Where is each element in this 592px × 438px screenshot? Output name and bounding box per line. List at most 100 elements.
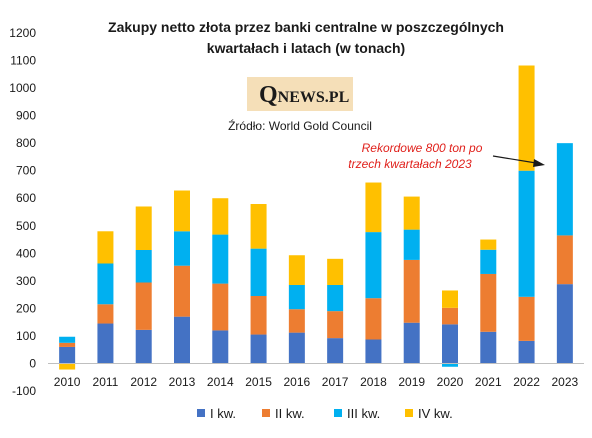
x-tick-label: 2014 [207,375,234,389]
annotation-line-1: Rekordowe 800 ton po [362,141,483,155]
bar-segment-2018-q4 [365,182,382,233]
bar-segment-2011-q4 [97,231,114,264]
y-tick-label: 200 [16,301,36,315]
bar-segment-2012-q2 [135,282,152,330]
bar-segment-2014-q4 [212,198,229,235]
bar-segment-2010-q4 [59,363,76,370]
logo-rest: NEWS.PL [278,89,350,106]
x-tick-label: 2017 [322,375,349,389]
x-tick-label: 2018 [360,375,387,389]
y-tick-label: 800 [16,136,36,150]
bar-segment-2019-q1 [403,322,420,364]
bar-segment-2010-q2 [59,342,76,347]
y-tick-label: 1000 [9,81,36,95]
legend-label: II kw. [275,406,305,421]
y-tick-label: 900 [16,109,36,123]
legend-swatch [334,409,342,417]
x-tick-label: 2012 [130,375,157,389]
y-axis: -100 0 100 200 300 400 500 600 700 800 900 1000 1100… [9,26,36,398]
bar-segment-2022-q4 [518,65,535,171]
bar-segment-2016-q1 [288,332,305,364]
bar-segment-2021-q4 [480,239,497,250]
bar-segment-2022-q3 [518,170,535,297]
x-tick-label: 2011 [93,375,119,389]
y-tick-label: 1100 [10,54,36,68]
logo-initial: Q [259,82,278,108]
bar-segment-2016-q3 [288,284,305,310]
bar-segment-2021-q3 [480,249,497,274]
bar-segment-2023-q1 [556,284,573,364]
x-tick-label: 2016 [284,375,311,389]
bar-segment-2015-q3 [250,248,267,296]
y-tick-label: 100 [16,329,36,343]
bar-segment-2021-q2 [480,273,497,332]
y-tick-label: 0 [29,356,36,370]
bar-segment-2013-q4 [174,190,190,232]
bar-segment-2015-q1 [250,334,267,364]
bar-segment-2019-q3 [403,229,420,260]
bar-segment-2017-q1 [327,338,344,364]
bar-segment-2017-q4 [327,258,344,285]
bars [59,65,573,370]
bar-segment-2016-q2 [288,309,305,333]
bar-segment-2022-q2 [518,296,535,341]
legend-label: IV kw. [418,406,453,421]
x-tick-label: 2022 [513,375,540,389]
bar-segment-2013-q1 [174,316,190,364]
bar-segment-2022-q1 [518,340,535,364]
y-tick-label: 500 [16,219,36,233]
y-tick-label: -100 [12,384,36,398]
bar-segment-2014-q3 [212,234,229,284]
bar-segment-2020-q2 [442,307,458,325]
bar-segment-2014-q2 [212,283,229,331]
y-tick-label: 400 [16,246,36,260]
legend-label: I kw. [210,406,236,421]
bar-segment-2021-q1 [480,331,497,364]
x-tick-label: 2015 [245,375,272,389]
bar-segment-2020-q1 [442,324,458,364]
bar-segment-2019-q2 [403,259,420,323]
bar-segment-2015-q4 [250,204,267,249]
bar-segment-2011-q3 [97,263,114,305]
bar-segment-2012-q1 [135,329,152,364]
y-tick-label: 600 [16,191,36,205]
annotation-arrow-line [492,155,537,164]
bar-segment-2018-q2 [365,298,382,340]
annotation-line-2: trzech kwartałach 2023 [348,157,472,171]
bar-segment-2013-q2 [174,265,190,317]
logo: QNEWS.PL [247,77,353,111]
x-tick-label: 2021 [475,375,502,389]
bar-segment-2020-q3 [442,363,458,367]
x-tick-label: 2013 [169,375,196,389]
y-tick-label: 1200 [9,26,36,40]
chart-title-line-1: Zakupy netto złota przez banki centralne… [108,19,504,35]
bar-segment-2011-q1 [97,323,114,364]
bar-segment-2012-q4 [135,206,152,250]
legend-swatch [262,409,270,417]
x-tick-label: 2023 [552,375,579,389]
x-axis: 2010 2011 2012 2013 2014 2015 2016 2017 2018 2019… [54,375,579,389]
legend: I kw. II kw. III kw. IV kw. [197,406,453,421]
source-note: Źródło: World Gold Council [228,118,372,133]
y-tick-label: 300 [16,274,36,288]
chart-title-line-2: kwartałach i latach (w tonach) [207,40,405,56]
bar-segment-2020-q4 [442,290,458,308]
legend-swatch [405,409,413,417]
bar-segment-2011-q2 [97,304,114,324]
bar-segment-2018-q3 [365,232,382,299]
bar-segment-2023-q2 [556,235,573,285]
bar-segment-2014-q1 [212,330,229,364]
bar-segment-2019-q4 [403,196,420,230]
bar-segment-2023-q3 [556,143,573,236]
x-tick-label: 2010 [54,375,81,389]
bar-segment-2010-q3 [59,336,76,343]
bar-segment-2013-q3 [174,231,190,266]
x-tick-label: 2019 [398,375,425,389]
x-tick-label: 2020 [437,375,464,389]
bar-segment-2016-q4 [288,255,305,285]
logo-background [247,77,353,111]
logo-text: QNEWS.PL [259,82,349,108]
legend-label: III kw. [347,406,380,421]
